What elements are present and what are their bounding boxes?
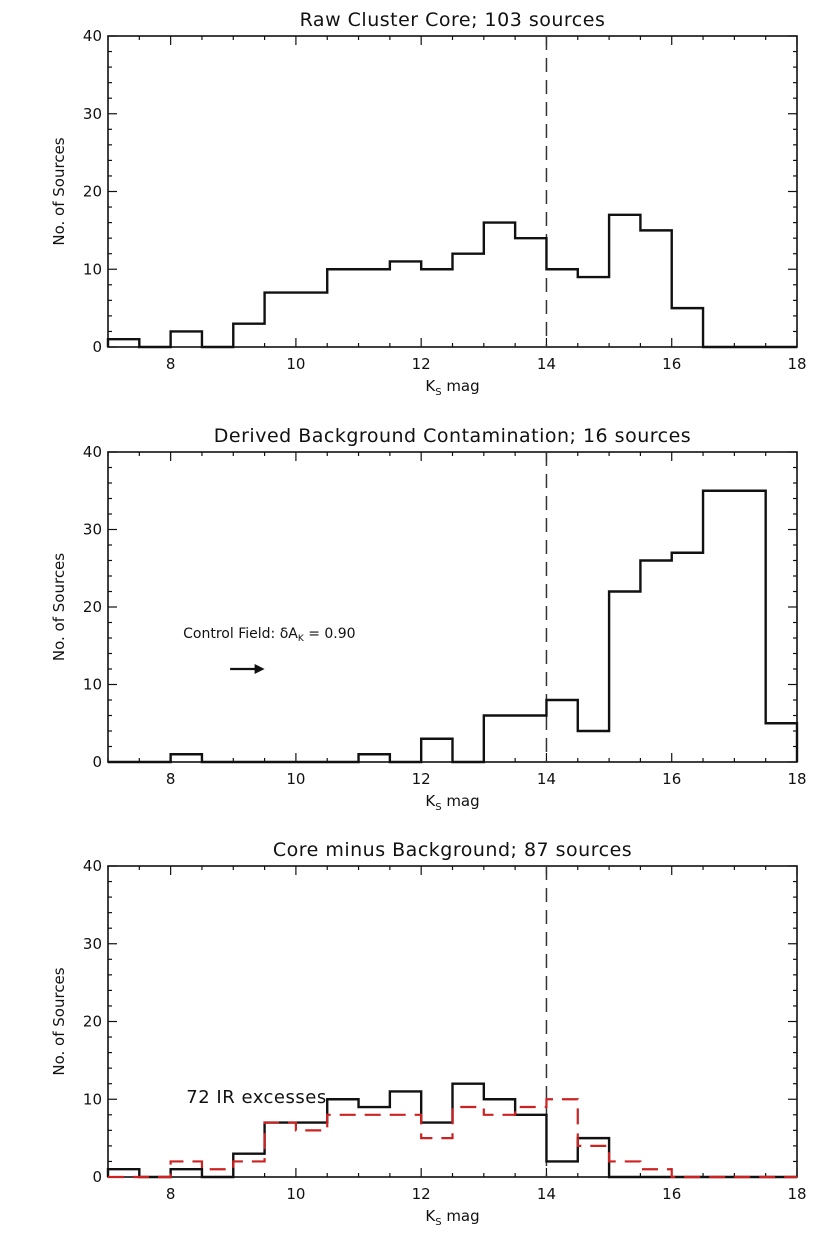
x-tick-label: 14 [537, 355, 556, 373]
x-tick-label: 12 [412, 355, 431, 373]
x-axis-label: KS mag [425, 792, 479, 813]
histogram-series [106, 213, 797, 349]
y-tick-label: 20 [83, 1013, 102, 1031]
y-tick-label: 30 [83, 935, 102, 953]
x-tick-label: 8 [166, 1185, 176, 1203]
x-tick-label: 16 [662, 1185, 681, 1203]
y-tick-label: 30 [83, 105, 102, 123]
panel-core-minus-background: Core minus Background; 87 sources 8 10 12 14… [50, 839, 807, 1228]
annotation-ir-excesses: 72 IR excesses [186, 1087, 326, 1108]
y-tick-label: 0 [92, 1168, 102, 1186]
x-tick-label: 8 [166, 770, 176, 788]
x-tick-label: 12 [412, 1185, 431, 1203]
x-tick-label: 8 [166, 355, 176, 373]
plot-frame [107, 451, 798, 763]
y-axis-label: No. of Sources [50, 967, 68, 1075]
x-tick-label: 18 [787, 770, 806, 788]
x-tick-label: 14 [537, 770, 556, 788]
y-tick-label: 10 [83, 676, 102, 694]
y-tick-label: 40 [83, 857, 102, 875]
histogram-series [106, 1082, 797, 1179]
plot-frame [107, 865, 798, 1178]
y-axis-label: No. of Sources [50, 137, 68, 245]
x-axis-label: KS mag [425, 377, 479, 398]
y-tick-label: 20 [83, 598, 102, 616]
y-tick-label: 30 [83, 521, 102, 539]
y-tick-label: 10 [83, 260, 102, 278]
annotation-arrow-head [254, 664, 265, 674]
plot-frame [107, 35, 798, 348]
x-tick-label: 18 [787, 355, 806, 373]
chart-title: Derived Background Contamination; 16 sou… [214, 425, 691, 447]
y-tick-label: 10 [83, 1090, 102, 1108]
x-tick-label: 12 [412, 770, 431, 788]
histogram-series [108, 489, 799, 764]
x-tick-label: 16 [662, 355, 681, 373]
x-tick-label: 10 [286, 1185, 305, 1203]
x-tick-label: 10 [286, 355, 305, 373]
x-tick-label: 16 [662, 770, 681, 788]
x-tick-label: 14 [537, 1185, 556, 1203]
x-tick-label: 18 [787, 1185, 806, 1203]
y-tick-label: 0 [92, 338, 102, 356]
y-tick-label: 40 [83, 27, 102, 45]
y-axis-label: No. of Sources [50, 553, 68, 661]
x-axis-label: KS mag [425, 1207, 479, 1228]
panel-raw-cluster-core: Raw Cluster Core; 103 sources 8 10 12 14 16 18… [50, 9, 807, 398]
y-tick-label: 20 [83, 183, 102, 201]
x-tick-label: 10 [286, 770, 305, 788]
y-tick-label: 40 [83, 443, 102, 461]
histogram-ir-excess [108, 1098, 797, 1179]
panel-background-contamination: Derived Background Contamination; 16 sou… [50, 425, 807, 813]
chart-title: Core minus Background; 87 sources [273, 839, 632, 861]
annotation-control-field: Control Field: δAK = 0.90 [183, 626, 355, 644]
chart-title: Raw Cluster Core; 103 sources [300, 9, 606, 31]
y-tick-label: 0 [92, 753, 102, 771]
